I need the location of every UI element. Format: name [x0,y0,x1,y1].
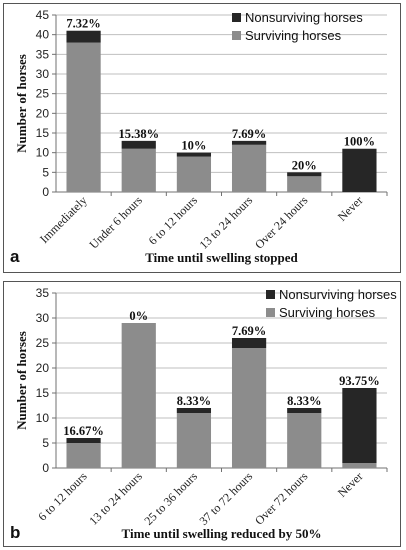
x-tick-label: Over 24 hours [252,193,311,252]
bar-nonsurviving [287,408,322,413]
bar-percent-label: 100% [344,135,375,149]
x-tick-label: Never [335,469,366,500]
x-tick-label: Over 72 hours [252,469,311,528]
x-axis-title: Time until swelling reduced by 50% [122,526,322,541]
bar-nonsurviving [287,172,322,177]
bar-percent-label: 20% [292,158,317,172]
y-tick-label: 35 [36,47,50,61]
bar-nonsurviving [342,388,377,463]
bar-percent-label: 7.69% [232,324,266,338]
legend-swatch-surviving [232,31,241,40]
bar-percent-label: 93.75% [339,374,380,388]
y-tick-label: 15 [36,126,50,140]
y-tick-label: 25 [36,87,50,101]
panel-label: b [10,523,20,542]
legend-swatch-nonsurviving [266,290,275,299]
x-tick-label: 6 to 12 hours [35,469,90,524]
y-tick-label: 10 [36,146,50,160]
chart-b-svg: 0 5 10 15 20 25 30 35 16.67% 6 to 12 hours 0% 13 to… [10,286,397,542]
bar-nonsurviving [231,140,267,145]
y-tick-label: 0 [42,461,49,475]
x-tick-label: 13 to 24 hours [197,193,256,252]
bar-percent-label: 15.38% [118,127,159,141]
x-axis-title: Time until swelling stopped [145,250,298,265]
bar-surviving [66,42,101,193]
bar-nonsurviving [66,30,101,43]
bar-surviving [176,413,212,468]
y-tick-label: 10 [36,411,50,425]
bar-surviving [121,148,156,192]
bar-percent-label: 7.32% [66,17,100,31]
legend-label-surviving: Surviving horses [245,28,342,43]
legend-label-surviving: Surviving horses [279,305,376,320]
y-tick-label: 45 [36,8,50,22]
bar-nonsurviving [66,438,101,443]
bar-nonsurviving [342,148,377,192]
x-tick-label: 6 to 12 hours [146,193,201,248]
x-tick-label: 25 to 36 hours [141,469,200,528]
bar-nonsurviving [176,152,212,157]
bar-percent-label: 8.33% [177,394,211,408]
bar-percent-label: 0% [129,309,148,323]
bar-nonsurviving [176,408,212,413]
y-tick-label: 5 [42,436,49,450]
bar-surviving [231,348,267,468]
y-tick-label: 5 [42,165,49,179]
bar-surviving [287,413,322,468]
x-tick-label: Never [335,193,366,224]
y-tick-label: 20 [36,106,50,120]
y-tick-label: 15 [36,386,50,400]
x-tick-label: Under 6 hours [86,193,145,252]
y-tick-label: 30 [36,311,50,325]
x-tick-label: Immediately [37,193,90,246]
bar-nonsurviving [121,140,156,149]
y-tick-label: 40 [36,28,50,42]
y-tick-label: 25 [36,336,50,350]
bar-surviving [342,463,377,468]
x-tick-label: 13 to 24 hours [86,469,145,528]
legend-swatch-nonsurviving [232,13,241,22]
y-axis-title: Number of horses [14,331,29,430]
panel-label: a [10,247,20,266]
legend-label-nonsurviving: Nonsurviving horses [245,10,363,25]
bar-surviving [121,323,156,468]
legend-swatch-surviving [266,308,275,317]
chart-a-svg: 0 5 10 15 20 25 30 35 40 45 7.32% Immediately 15.38%… [10,8,388,266]
bar-percent-label: 16.67% [63,424,104,438]
y-tick-label: 0 [42,185,49,199]
bar-percent-label: 8.33% [287,394,321,408]
bar-surviving [66,443,101,468]
y-tick-label: 35 [36,286,50,300]
bar-nonsurviving [231,338,267,348]
x-tick-label: 37 to 72 hours [197,469,256,528]
legend-label-nonsurviving: Nonsurviving horses [279,287,397,302]
chart-panel-b: 0 5 10 15 20 25 30 35 16.67% 6 to 12 hours 0% 13 to… [3,281,401,547]
y-axis-title: Number of horses [14,54,29,153]
bar-surviving [287,176,322,192]
bar-surviving [231,144,267,192]
chart-panel-a: 0 5 10 15 20 25 30 35 40 45 7.32% Immediately 15.38%… [3,3,401,273]
bar-percent-label: 7.69% [232,127,266,141]
bar-surviving [176,156,212,192]
bar-percent-label: 10% [181,139,206,153]
y-tick-label: 30 [36,67,50,81]
y-tick-label: 20 [36,361,50,375]
